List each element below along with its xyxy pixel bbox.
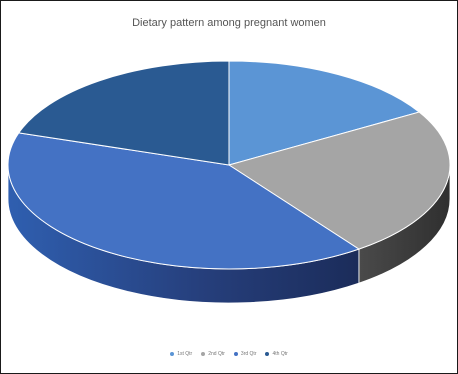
legend-label: 2nd Qtr	[208, 351, 225, 357]
slice-3rd-qtr	[7, 132, 361, 270]
legend-item-2nd-qtr: 2nd Qtr	[201, 351, 225, 357]
legend-item-1st-qtr: 1st Qtr	[170, 351, 192, 357]
slice-1st-qtr	[228, 60, 421, 166]
pie-slices	[7, 60, 451, 270]
legend-swatch	[201, 352, 206, 356]
legend-label: 3rd Qtr	[240, 351, 257, 357]
legend-label: 4th Qtr	[272, 351, 288, 357]
legend-swatch	[233, 352, 238, 356]
legend: 1st Qtr 2nd Qtr 3rd Qtr 4th Qtr	[0, 351, 458, 357]
chart-title: Dietary pattern among pregnant women	[132, 17, 326, 29]
slice-4th-qtr	[17, 60, 230, 166]
legend-item-3rd-qtr: 3rd Qtr	[233, 351, 257, 357]
legend-swatch	[265, 352, 270, 356]
slice-2nd-qtr	[227, 111, 451, 250]
legend-label: 1st Qtr	[177, 351, 193, 357]
legend-item-4th-qtr: 4th Qtr	[265, 351, 288, 357]
legend-swatch	[170, 352, 175, 356]
